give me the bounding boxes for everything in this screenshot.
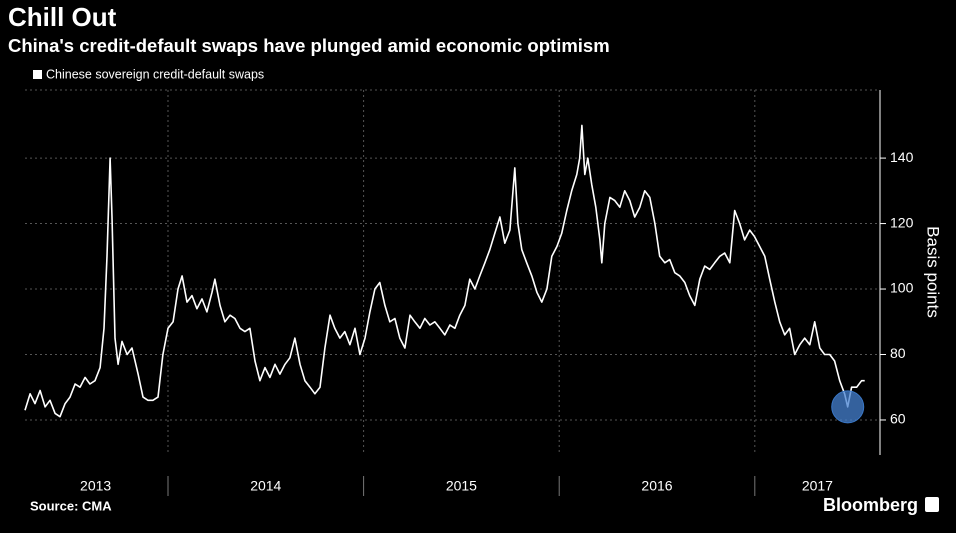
- chart-title: Chill Out: [8, 2, 117, 32]
- y-tick-label: 140: [890, 149, 914, 165]
- x-tick-label: 2014: [250, 478, 281, 494]
- legend-swatch: [33, 70, 42, 79]
- y-tick-label: 120: [890, 214, 914, 230]
- highlight-circle: [831, 390, 865, 424]
- y-tick-label: 60: [890, 411, 906, 427]
- series-line: [24, 124, 865, 418]
- brand: Bloomberg: [823, 495, 918, 515]
- y-tick-label: 100: [890, 280, 914, 296]
- y-axis-label: Basis points: [924, 226, 943, 318]
- x-tick-label: 2013: [80, 478, 111, 494]
- x-tick-label: 2015: [446, 478, 477, 494]
- brand-icon: [925, 497, 939, 512]
- legend-label: Chinese sovereign credit-default swaps: [46, 67, 264, 81]
- source: Source: CMA: [30, 498, 112, 513]
- y-tick-label: 80: [890, 345, 906, 361]
- chart-subtitle: China's credit-default swaps have plunge…: [8, 35, 610, 56]
- x-tick-label: 2016: [641, 478, 672, 494]
- x-tick-label: 2017: [802, 478, 833, 494]
